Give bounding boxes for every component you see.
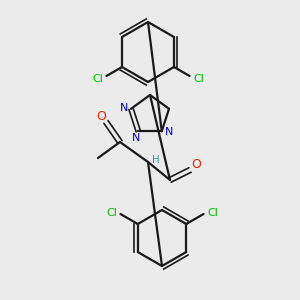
Text: Cl: Cl [207, 208, 218, 218]
Text: N: N [120, 103, 128, 113]
Text: O: O [191, 158, 201, 172]
Text: H: H [152, 155, 160, 165]
Text: O: O [96, 110, 106, 122]
Text: Cl: Cl [92, 74, 103, 84]
Text: N: N [165, 127, 173, 137]
Text: Cl: Cl [106, 208, 117, 218]
Text: N: N [132, 133, 140, 143]
Text: Cl: Cl [193, 74, 204, 84]
